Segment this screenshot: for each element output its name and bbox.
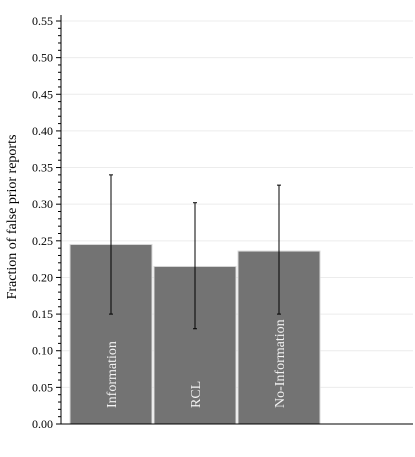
y-tick-label: 0.50: [32, 51, 53, 65]
axes: [60, 15, 413, 425]
y-tick-label: 0.10: [32, 344, 53, 358]
y-axis-label: Fraction of false prior reports: [5, 135, 20, 300]
y-tick-label: 0.45: [32, 87, 53, 101]
bar-label: Information: [105, 341, 120, 408]
y-tick-label: 0.15: [32, 307, 53, 321]
y-tick-label: 0.00: [32, 417, 53, 431]
y-tick-label: 0.25: [32, 234, 53, 248]
y-ticks: 0.00 0.05 0.10 0.15 0.20 0.25 0.30 0.35 0.40 0.45…: [32, 14, 61, 431]
y-tick-label: 0.20: [32, 270, 53, 284]
error-bars: [109, 174, 281, 330]
bar-label: No-Information: [273, 319, 288, 408]
y-tick-label: 0.40: [32, 124, 53, 138]
bar-labels: Information RCL No-Information: [105, 319, 288, 408]
y-tick-label: 0.55: [32, 14, 53, 28]
y-tick-label: 0.05: [32, 380, 53, 394]
bar-label: RCL: [189, 381, 204, 408]
y-tick-label: 0.35: [32, 161, 53, 175]
y-tick-label: 0.30: [32, 197, 53, 211]
